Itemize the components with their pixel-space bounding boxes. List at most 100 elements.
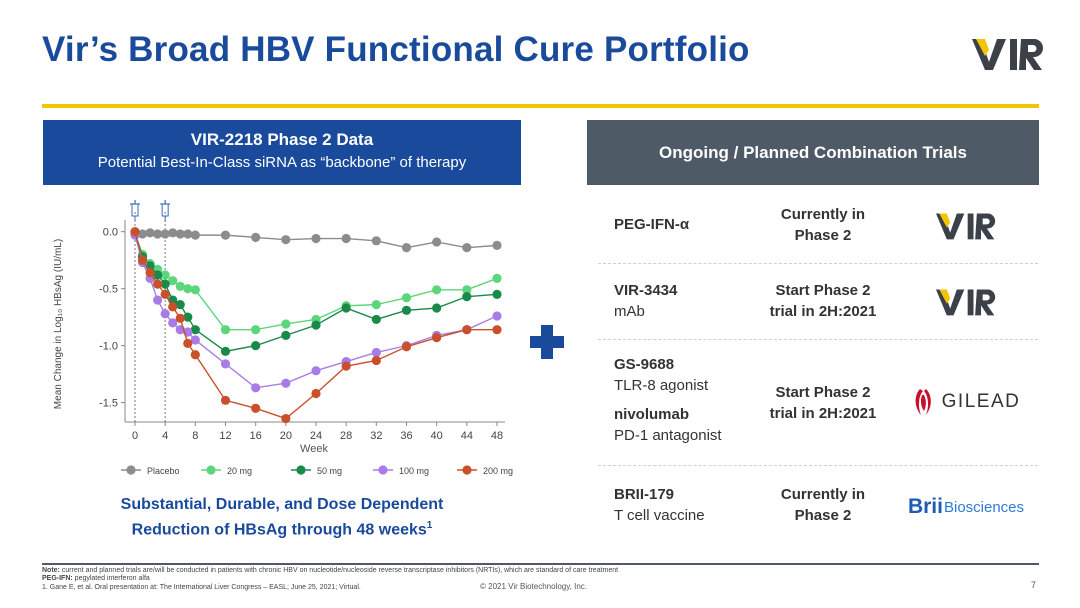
x-tick-label: 0	[132, 430, 138, 442]
trial-status: Currently in Phase 2	[780, 206, 866, 244]
x-axis-label: Week	[300, 443, 328, 455]
data-point-50-mg	[190, 325, 200, 335]
trial-row-vir-3434: VIR-3434 mAb Start Phase 2 trial in 2H:2…	[598, 264, 1038, 340]
vir-partner-logo	[910, 208, 1022, 244]
data-point-200-mg	[371, 355, 381, 366]
legend-label-100-mg: 100 mg	[399, 466, 429, 476]
page-number: 7	[1031, 580, 1037, 590]
data-point-200-mg	[462, 325, 472, 335]
caption-line-1: Substantial, Durable, and Dose Dependent	[120, 496, 444, 513]
caption-line-2: Reduction of HBsAg through 48 weeks1	[43, 515, 521, 540]
footer-rule	[42, 563, 1039, 565]
footnote-note: Note: current and planned trials are/wil…	[42, 567, 619, 574]
data-point-placebo	[341, 233, 351, 244]
data-point-placebo	[492, 240, 502, 250]
data-point-placebo	[251, 232, 261, 242]
x-tick-label: 32	[370, 430, 382, 442]
hbsag-chart: 0.0 -0.5 -1.0 -1.5 0 4 8 12 16 20 24 28 32 36 40 44 48 P…	[43, 186, 521, 486]
legend-marker-200-mg	[462, 465, 472, 475]
series-line-100-mg	[134, 234, 498, 389]
trial-name: PEG-IFN-α	[614, 216, 690, 233]
data-point-20-mg	[190, 285, 200, 295]
x-tick-label: 48	[491, 430, 503, 442]
data-point-placebo	[153, 229, 163, 239]
data-point-50-mg	[492, 289, 502, 299]
data-point-placebo	[183, 229, 193, 239]
data-point-100-mg	[220, 359, 231, 369]
data-point-50-mg	[462, 292, 472, 302]
legend-marker-20-mg	[206, 465, 216, 475]
x-tick-label: 36	[400, 430, 412, 442]
data-point-50-mg	[401, 305, 412, 315]
data-point-placebo	[168, 228, 178, 238]
data-point-50-mg	[153, 270, 163, 280]
data-point-50-mg	[220, 346, 231, 356]
data-point-50-mg	[311, 320, 321, 330]
chart-caption: Substantial, Durable, and Dose Dependent…	[43, 494, 521, 540]
legend-marker-100-mg	[378, 465, 388, 475]
data-point-200-mg	[175, 313, 185, 323]
footnote-reference: 1. Gane E, et al. Oral presentation at: …	[42, 584, 361, 591]
data-point-20-mg	[371, 300, 381, 310]
legend-marker-50-mg	[296, 465, 306, 475]
title-rule	[42, 104, 1039, 108]
data-point-20-mg	[251, 325, 261, 335]
data-point-50-mg	[183, 312, 193, 322]
data-point-100-mg	[160, 309, 170, 319]
data-point-20-mg	[220, 325, 231, 335]
x-tick-label: 44	[461, 430, 473, 442]
data-point-50-mg	[341, 303, 351, 313]
data-point-placebo	[311, 233, 321, 244]
data-point-200-mg	[341, 361, 351, 371]
data-point-200-mg	[160, 289, 170, 299]
data-point-50-mg	[281, 330, 291, 340]
data-point-200-mg	[311, 388, 321, 399]
data-point-200-mg	[251, 403, 261, 413]
caption-footnote-ref: 1	[426, 520, 433, 531]
x-tick-label: 12	[219, 430, 231, 442]
left-panel-heading: VIR-2218 Phase 2 Data	[190, 130, 374, 149]
data-point-200-mg	[130, 227, 140, 237]
data-point-placebo	[401, 243, 412, 253]
data-point-200-mg	[432, 333, 442, 343]
data-point-200-mg	[145, 268, 155, 278]
data-point-50-mg	[432, 303, 442, 313]
data-point-20-mg	[281, 319, 291, 329]
left-panel-subheading: Potential Best-In-Class siRNA as “backbo…	[97, 154, 467, 171]
data-point-100-mg	[311, 366, 321, 376]
data-point-20-mg	[168, 276, 178, 286]
trial-status: Currently in Phase 2	[780, 486, 866, 524]
y-tick-label: -0.5	[99, 284, 118, 296]
data-point-placebo	[281, 235, 291, 245]
plus-icon	[530, 325, 564, 359]
legend-marker-placebo	[126, 465, 136, 475]
data-point-placebo	[432, 237, 442, 247]
data-point-200-mg	[168, 302, 178, 312]
brii-biosciences-logo: Brii Biosciences	[907, 495, 1025, 518]
chart-svg: 0.0-0.5-1.0-1.50 4 8 12 16 20 24 28 32 36 40 44 48 P…	[53, 200, 513, 476]
vir-partner-logo	[910, 284, 1022, 320]
data-point-placebo	[137, 229, 148, 239]
trial-row-gs-9688: GS-9688 TLR-8 agonist nivolumab PD-1 ant…	[598, 340, 1038, 466]
data-point-100-mg	[251, 383, 261, 393]
syringe-icon	[160, 200, 171, 221]
gilead-mark-icon	[915, 389, 931, 415]
right-panel-header: Ongoing / Planned Combination Trials	[587, 120, 1039, 185]
data-point-100-mg	[371, 347, 381, 358]
data-point-placebo	[371, 236, 381, 246]
data-point-100-mg	[190, 335, 200, 345]
legend-label-20-mg: 20 mg	[227, 466, 252, 476]
data-point-200-mg	[190, 350, 200, 360]
data-point-100-mg	[168, 318, 178, 328]
x-tick-label: 8	[192, 430, 198, 442]
gilead-logo: GILEAD	[910, 384, 1022, 420]
copyright: © 2021 Vir Biotechnology, Inc.	[480, 582, 587, 591]
data-point-20-mg	[492, 273, 502, 284]
y-tick-label: -1.0	[99, 341, 118, 353]
trial-row-peg-ifn: PEG-IFN-α Currently in Phase 2	[598, 188, 1038, 264]
footnote-peg: PEG-IFN: pegylated interferon alfa	[42, 575, 150, 582]
data-point-200-mg	[401, 342, 412, 352]
x-tick-label: 28	[340, 430, 352, 442]
data-point-50-mg	[160, 279, 170, 289]
data-point-20-mg	[160, 270, 170, 280]
